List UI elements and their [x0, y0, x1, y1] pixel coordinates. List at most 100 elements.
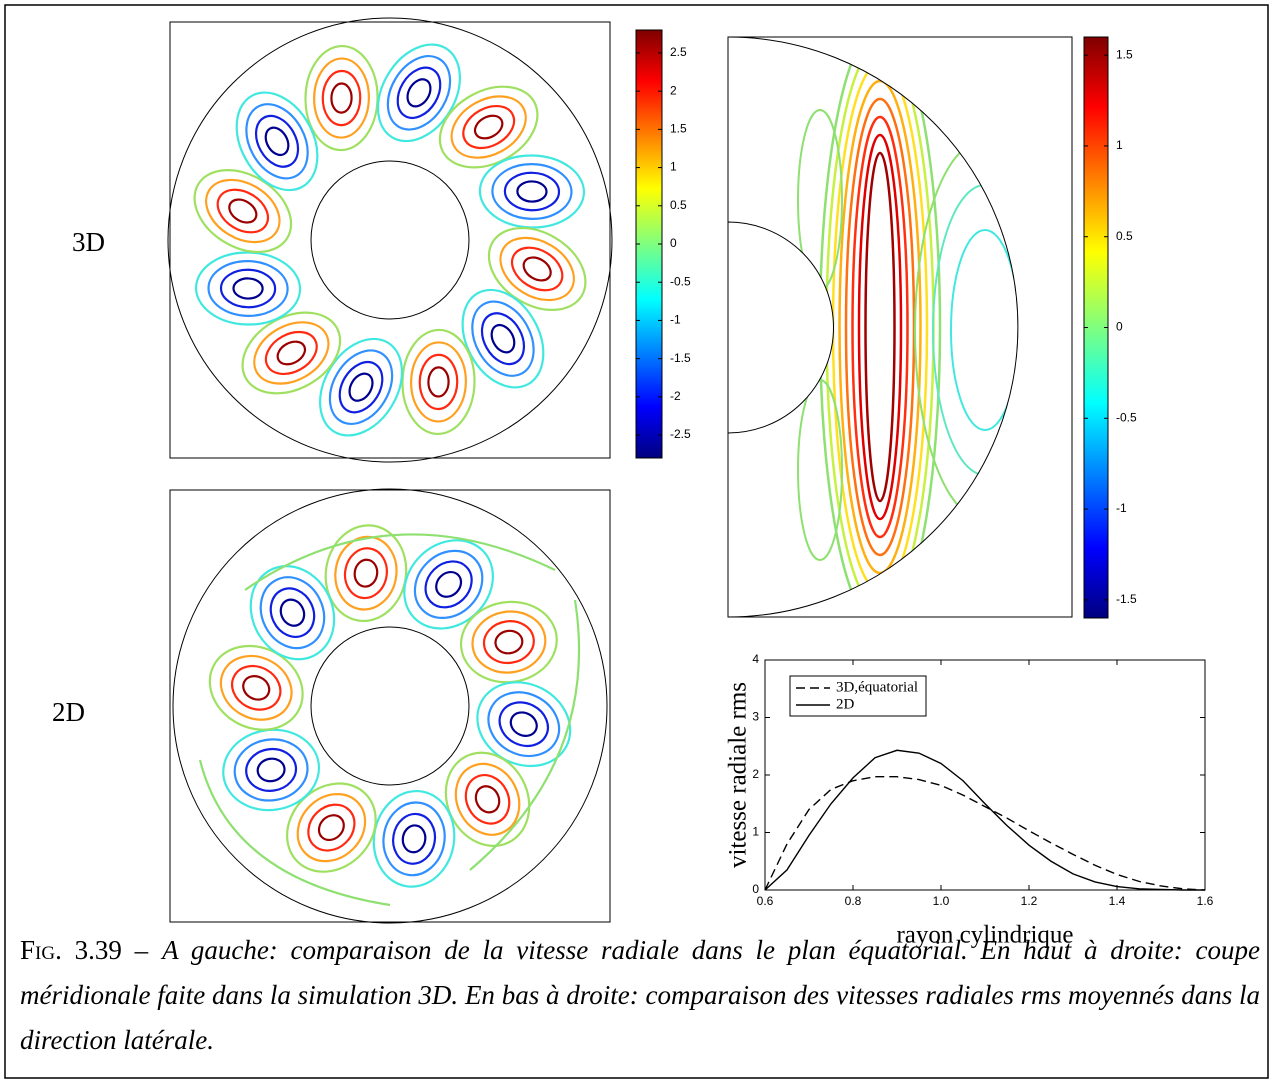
colorbar-tick-label: -1.5: [1116, 592, 1137, 606]
contour: [313, 57, 370, 139]
contour: [494, 629, 524, 655]
contour: [950, 229, 1018, 431]
inner-boundary: [310, 626, 470, 786]
contour: [376, 43, 461, 143]
contour: [844, 97, 916, 557]
contour: [307, 803, 356, 852]
contour: [245, 103, 309, 180]
y-tick-label: 3: [752, 710, 759, 724]
contour: [406, 78, 432, 108]
contour: [401, 824, 427, 854]
series-line: [764, 749, 1205, 891]
contour: [424, 560, 473, 609]
contour: [462, 104, 516, 150]
colorbar-tick-label: -1: [1116, 501, 1127, 515]
figure-border: [4, 4, 1269, 1079]
outer-boundary: [167, 17, 613, 463]
contour: [207, 260, 289, 317]
contour: [509, 711, 538, 737]
contour: [264, 330, 318, 376]
contour: [386, 55, 452, 131]
contour: [264, 126, 290, 157]
colorbar-tick-label: 2.5: [670, 45, 687, 59]
outer-boundary: [172, 488, 608, 924]
contour: [317, 814, 345, 842]
x-tick-label: 1.4: [1109, 894, 1126, 908]
caption-text: A gauche: comparaison de la vitesse radi…: [20, 935, 1260, 1055]
panel-frame: [169, 489, 611, 923]
contour: [249, 565, 336, 661]
caption: Fig. 3.39 – A gauche: comparaison de la v…: [20, 928, 1260, 1063]
x-tick-label: 1.0: [933, 894, 950, 908]
colorbar-tick-label: 2: [670, 83, 677, 97]
contour: [242, 675, 271, 701]
contour: [482, 620, 535, 665]
contour: [797, 379, 843, 561]
inner-boundary: [310, 160, 470, 320]
contour: [256, 757, 286, 783]
legend-label: 3D,équatorial: [836, 679, 918, 695]
contour: [228, 198, 258, 224]
contour: [319, 337, 404, 437]
row-label: 2D: [52, 697, 85, 727]
legend-box: [789, 675, 927, 717]
contour: [232, 277, 264, 300]
contour: [382, 801, 446, 877]
contour: [516, 180, 548, 203]
contour: [478, 154, 586, 229]
y-tick-label: 1: [752, 825, 759, 839]
contour: [480, 312, 526, 366]
y-axis-label: vitesse radiale rms: [725, 682, 752, 868]
colorbar-tick-label: 0.5: [1116, 229, 1133, 243]
contour: [231, 664, 282, 711]
contour: [473, 114, 504, 140]
contour: [438, 85, 539, 169]
contour: [914, 139, 1018, 521]
contour: [245, 747, 298, 792]
contour: [851, 115, 909, 539]
row-label: 3D: [72, 227, 105, 257]
contour: [487, 226, 587, 311]
contour: [464, 774, 511, 825]
y-tick-label: 0: [752, 882, 759, 896]
colorbar-tick-label: 1: [670, 160, 677, 174]
colorbar-tick-label: 0.5: [670, 198, 687, 212]
meridional-contours: [797, 37, 1018, 617]
contour: [857, 133, 903, 521]
x-tick-label: 1.2: [1021, 894, 1038, 908]
contour: [219, 654, 293, 721]
contour: [471, 610, 547, 674]
contour: [193, 169, 293, 254]
colorbar-tick-label: 0: [670, 236, 677, 250]
contour: [474, 785, 501, 814]
x-tick-label: 0.6: [757, 894, 774, 908]
x-axis-label: rayon cylindrique: [896, 922, 1073, 949]
colorbar-tick-label: 0: [1116, 320, 1123, 334]
colorbar-tick-label: 1: [1116, 138, 1123, 152]
contour: [471, 300, 535, 377]
contour: [241, 311, 342, 395]
contour: [418, 353, 459, 411]
contour: [454, 762, 521, 836]
colorbar-tick-label: 1.5: [670, 122, 687, 136]
contour: [198, 533, 581, 907]
contour: [235, 91, 319, 192]
y-tick-label: 2: [752, 767, 759, 781]
colorbar-tick-label: -2: [670, 389, 681, 403]
contour: [461, 288, 545, 389]
contour: [194, 251, 302, 326]
contour: [487, 691, 561, 758]
contour: [205, 178, 281, 244]
outer-boundary: [727, 36, 1019, 618]
colorbar-tick-label: 1.5: [1116, 47, 1133, 61]
contour: [838, 79, 922, 575]
contour: [330, 82, 353, 114]
contour: [522, 256, 552, 282]
contour: [304, 44, 379, 152]
contour: [219, 268, 277, 309]
y-tick-label: 4: [752, 652, 759, 666]
caption-label: Fig. 3.39 –: [20, 935, 149, 965]
contour: [450, 95, 527, 159]
